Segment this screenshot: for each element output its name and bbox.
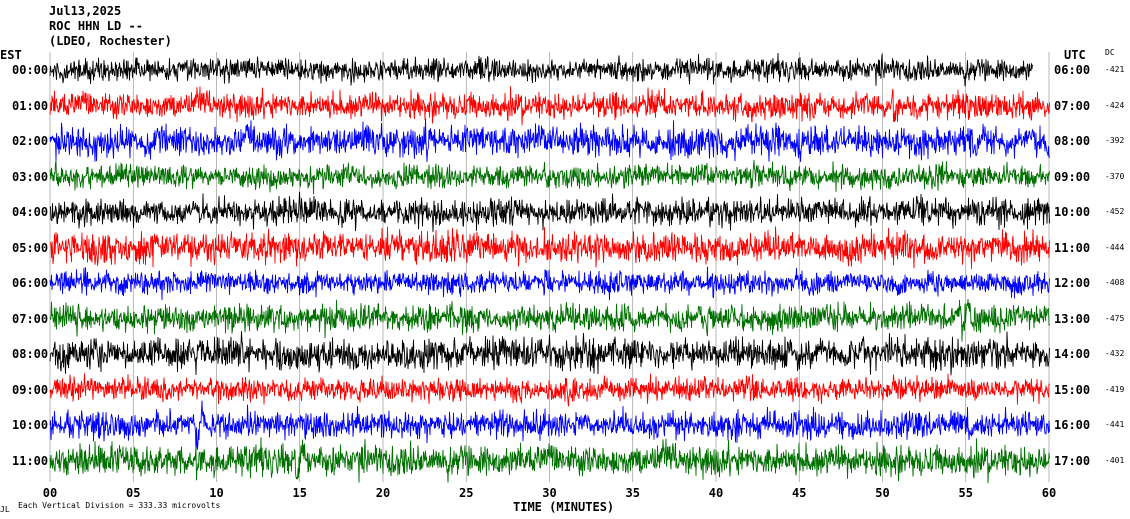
- x-tick-label: 40: [709, 486, 723, 500]
- x-tick-label: 50: [875, 486, 889, 500]
- dc-value-label: -401: [1105, 455, 1125, 465]
- utc-hour-label: 14:00: [1054, 347, 1091, 361]
- trace-row-11: [49, 437, 1050, 484]
- est-hour-label: 08:00: [12, 347, 49, 361]
- x-tick-label: 20: [376, 486, 390, 500]
- utc-hour-label: 17:00: [1054, 453, 1091, 468]
- dc-value-label: -475: [1105, 313, 1125, 323]
- utc-hour-label: 08:00: [1054, 134, 1091, 148]
- est-hour-label: 01:00: [12, 98, 49, 113]
- x-tick-label: 60: [1042, 486, 1056, 500]
- trace-row-2: [49, 118, 1050, 163]
- dc-value-label: -444: [1105, 242, 1125, 252]
- x-tick-label: 30: [542, 486, 556, 500]
- utc-hour-label: 10:00: [1054, 205, 1091, 219]
- dc-value-label: -392: [1105, 136, 1125, 145]
- utc-hour-label: 09:00: [1054, 169, 1091, 184]
- est-hour-label: 10:00: [12, 418, 49, 432]
- est-hour-label: 07:00: [12, 311, 49, 326]
- est-hour-label: 04:00: [12, 205, 49, 219]
- utc-hour-label: 16:00: [1054, 418, 1091, 432]
- header-date: Jul13,2025: [49, 4, 122, 18]
- x-tick-label: 35: [626, 486, 640, 500]
- x-axis-title: TIME (MINUTES): [513, 500, 615, 514]
- utc-hour-label: 15:00: [1054, 382, 1091, 397]
- x-tick-label: 15: [293, 486, 307, 500]
- trace-row-7: [49, 299, 1050, 342]
- trace-row-0: [49, 52, 1033, 87]
- dc-value-label: -408: [1105, 278, 1125, 287]
- est-axis-label: EST: [0, 48, 22, 62]
- footer-mark: JL: [0, 505, 10, 514]
- utc-axis-label: UTC: [1064, 48, 1086, 62]
- x-tick-label: 00: [43, 486, 57, 500]
- trace-row-6: [49, 266, 1050, 301]
- dc-value-label: -370: [1105, 171, 1125, 181]
- dc-value-label: -432: [1105, 349, 1125, 358]
- x-tick-label: 55: [959, 486, 973, 500]
- utc-hour-label: 06:00: [1054, 63, 1091, 77]
- trace-row-1: [49, 86, 1050, 126]
- header-network: (LDEO, Rochester): [49, 34, 172, 48]
- dc-value-label: -452: [1105, 207, 1125, 216]
- dc-value-label: -419: [1105, 384, 1125, 394]
- utc-hour-label: 13:00: [1054, 311, 1091, 326]
- x-tick-label: 05: [126, 486, 140, 500]
- est-hour-label: 09:00: [12, 382, 49, 397]
- est-hour-label: 03:00: [12, 169, 49, 184]
- footer-scale-note: Each Vertical Division = 333.33 microvol…: [18, 501, 221, 510]
- trace-row-5: [49, 226, 1050, 269]
- x-tick-label: 10: [209, 486, 223, 500]
- trace-row-9: [49, 373, 1050, 407]
- trace-row-3: [49, 159, 1050, 195]
- x-tick-label: 45: [792, 486, 806, 500]
- x-tick-label: 25: [459, 486, 473, 500]
- header-station: ROC HHN LD --: [49, 19, 143, 33]
- dc-value-label: -424: [1105, 100, 1125, 110]
- dc-value-label: -441: [1105, 420, 1125, 429]
- dc-value-label: -421: [1105, 65, 1125, 74]
- utc-hour-label: 07:00: [1054, 98, 1091, 113]
- est-hour-label: 02:00: [12, 134, 49, 148]
- est-hour-label: 00:00: [12, 63, 49, 77]
- utc-hour-label: 12:00: [1054, 276, 1091, 290]
- utc-hour-label: 11:00: [1054, 240, 1091, 255]
- trace-row-8: [49, 331, 1050, 376]
- est-hour-label: 06:00: [12, 276, 49, 290]
- trace-row-4: [49, 191, 1050, 232]
- est-hour-label: 05:00: [12, 240, 49, 255]
- trace-row-10: [49, 400, 1050, 455]
- est-hour-label: 11:00: [12, 453, 49, 468]
- dc-label: DC: [1105, 48, 1115, 57]
